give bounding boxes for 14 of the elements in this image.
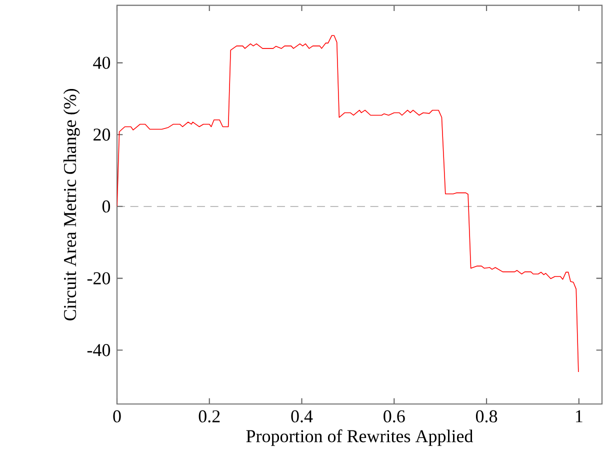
line-series (117, 35, 579, 372)
x-axis-title: Proportion of Rewrites Applied (246, 429, 474, 446)
y-tick-label: 40 (93, 56, 110, 69)
x-tick-label: 1 (576, 410, 582, 422)
y-tick-label: -40 (87, 344, 110, 356)
x-tick-label: 0 (113, 410, 121, 422)
x-tick-label: 0.2 (198, 410, 220, 422)
x-tick-label: 0.6 (384, 410, 405, 422)
x-tick-label: 0.4 (291, 410, 313, 422)
y-tick-label: 20 (94, 128, 110, 141)
y-tick-label: 0 (102, 200, 110, 213)
y-tick-label: -20 (87, 272, 110, 284)
x-tick-label: 0.8 (476, 410, 498, 422)
y-axis-title: Circuit Area Metric Change (%) (63, 88, 80, 320)
